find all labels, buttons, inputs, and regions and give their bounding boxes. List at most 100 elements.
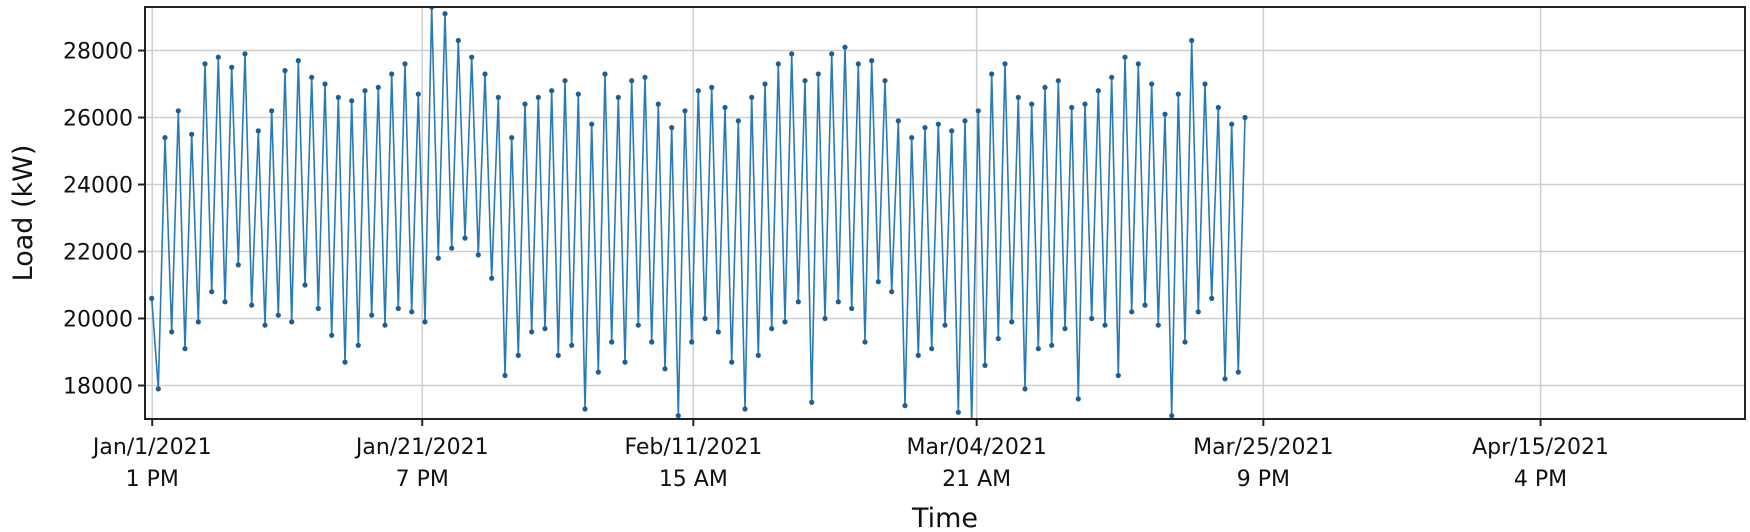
data-point bbox=[915, 352, 921, 358]
data-point bbox=[435, 255, 441, 261]
data-point bbox=[362, 88, 368, 94]
x-tick-label-time: 4 PM bbox=[1514, 467, 1567, 492]
data-point bbox=[202, 61, 208, 67]
x-tick-label-date: Jan/1/2021 bbox=[91, 435, 212, 460]
data-point bbox=[862, 339, 868, 345]
data-point bbox=[329, 332, 335, 338]
data-point bbox=[735, 118, 741, 124]
data-point bbox=[1242, 114, 1248, 121]
data-point bbox=[935, 121, 941, 127]
data-point bbox=[675, 413, 681, 419]
data-point bbox=[1229, 121, 1235, 127]
data-point bbox=[475, 252, 481, 258]
data-point bbox=[802, 78, 808, 84]
data-point bbox=[1122, 54, 1128, 60]
data-point bbox=[989, 71, 995, 77]
data-point bbox=[642, 74, 648, 80]
data-point bbox=[1109, 74, 1115, 80]
series-line bbox=[150, 7, 1246, 419]
data-point bbox=[1202, 81, 1208, 87]
data-point bbox=[775, 61, 781, 67]
x-tick-label-time: 1 PM bbox=[126, 467, 179, 492]
data-point bbox=[382, 322, 388, 328]
data-point bbox=[942, 322, 948, 328]
x-tick-label-date: Apr/15/2021 bbox=[1472, 435, 1609, 460]
data-point bbox=[1009, 319, 1015, 325]
data-point bbox=[302, 282, 308, 288]
x-tick-label-time: 7 PM bbox=[396, 467, 449, 492]
data-point bbox=[1049, 342, 1055, 348]
data-point bbox=[215, 54, 221, 60]
data-point bbox=[949, 128, 955, 134]
data-point bbox=[1162, 111, 1168, 117]
data-point bbox=[1042, 84, 1048, 90]
plot-frame bbox=[144, 6, 1746, 420]
data-point bbox=[709, 84, 715, 90]
data-point bbox=[242, 51, 248, 57]
y-axis-ticks: 18000 20000 22000 24000 26000 28000 bbox=[63, 40, 145, 400]
data-point bbox=[442, 11, 448, 17]
data-point bbox=[275, 312, 281, 318]
data-point bbox=[715, 329, 721, 335]
data-point bbox=[615, 94, 621, 100]
data-point bbox=[1102, 322, 1108, 328]
data-point bbox=[195, 319, 201, 325]
data-point bbox=[1155, 322, 1161, 328]
data-point bbox=[542, 326, 548, 332]
data-point bbox=[1182, 339, 1188, 345]
data-point bbox=[969, 420, 974, 425]
data-point bbox=[689, 339, 695, 345]
data-point bbox=[375, 84, 381, 90]
data-point bbox=[849, 305, 855, 312]
data-point bbox=[1169, 413, 1175, 419]
data-point bbox=[289, 319, 295, 325]
data-point bbox=[602, 71, 608, 77]
data-point bbox=[1222, 376, 1228, 382]
data-point bbox=[155, 386, 161, 392]
data-point bbox=[555, 352, 561, 358]
data-point bbox=[1089, 315, 1095, 322]
data-point bbox=[582, 406, 588, 412]
data-point bbox=[1115, 372, 1121, 379]
data-point bbox=[562, 78, 568, 84]
data-point bbox=[315, 305, 321, 312]
x-tick-label-date: Mar/25/2021 bbox=[1193, 435, 1333, 460]
data-point bbox=[369, 312, 375, 318]
series-body bbox=[149, 7, 1248, 425]
x-tick-label-time: 15 AM bbox=[659, 467, 728, 492]
data-point bbox=[749, 94, 755, 100]
data-point bbox=[569, 342, 575, 348]
data-point bbox=[1002, 61, 1008, 67]
data-point bbox=[262, 322, 268, 328]
x-tick-label-date: Jan/21/2021 bbox=[354, 435, 489, 460]
data-point bbox=[1075, 396, 1081, 402]
data-point bbox=[422, 319, 428, 325]
data-point bbox=[1062, 326, 1068, 332]
data-point bbox=[855, 61, 861, 67]
data-point bbox=[509, 135, 515, 141]
data-point bbox=[535, 94, 541, 100]
data-point bbox=[395, 305, 401, 312]
data-point bbox=[295, 58, 301, 64]
data-point bbox=[889, 289, 895, 295]
data-point bbox=[922, 125, 928, 131]
data-point bbox=[1095, 88, 1101, 94]
y-axis-title: Load (kW) bbox=[8, 145, 39, 282]
data-point bbox=[695, 88, 701, 94]
data-point bbox=[1175, 91, 1181, 97]
y-tick-label: 26000 bbox=[63, 107, 133, 132]
y-tick-label: 20000 bbox=[63, 308, 133, 333]
data-point bbox=[869, 58, 875, 64]
load-series bbox=[149, 7, 1248, 425]
data-point bbox=[729, 359, 735, 365]
data-point bbox=[955, 409, 961, 415]
data-point bbox=[962, 118, 968, 124]
data-point bbox=[342, 359, 348, 365]
data-point bbox=[249, 302, 255, 308]
data-point bbox=[389, 71, 395, 77]
data-point bbox=[622, 359, 628, 365]
data-point bbox=[1055, 78, 1061, 84]
data-point bbox=[929, 346, 935, 352]
data-point bbox=[662, 366, 668, 372]
